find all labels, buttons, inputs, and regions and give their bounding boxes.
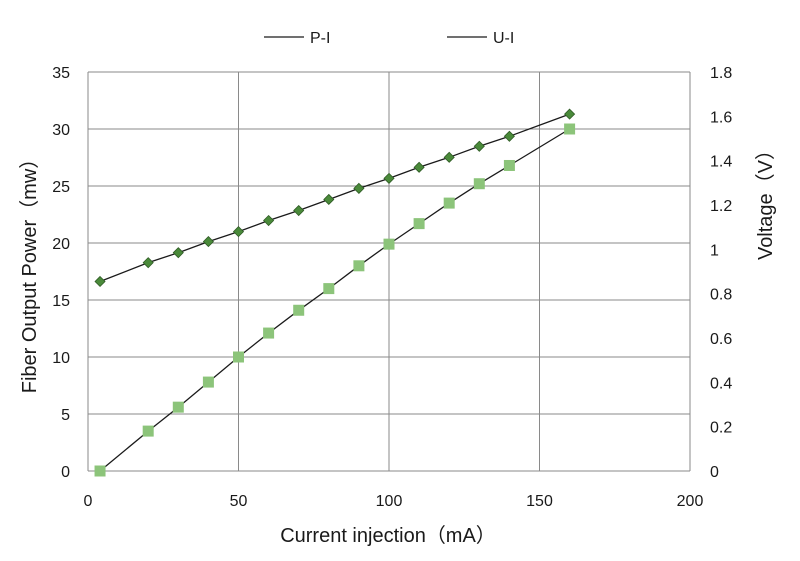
data-point-p-i bbox=[413, 218, 425, 230]
x-tick-label: 150 bbox=[526, 493, 553, 510]
y2-tick-label: 1.2 bbox=[710, 198, 732, 215]
y-tick-label: 0 bbox=[61, 464, 70, 481]
y2-axis-title: Voltage（V） bbox=[754, 140, 777, 260]
data-point-p-i bbox=[443, 197, 455, 209]
data-point-u-i bbox=[413, 161, 425, 173]
legend-layer: P-I U-I bbox=[264, 30, 514, 47]
x-axis-title: Current injection（mA） bbox=[280, 524, 496, 547]
data-point-u-i bbox=[94, 275, 106, 288]
x-tick-label: 100 bbox=[376, 493, 403, 510]
y2-tick-label: 1.8 bbox=[710, 65, 732, 82]
x-tick-label: 50 bbox=[230, 493, 248, 510]
y-tick-label: 5 bbox=[61, 407, 70, 424]
x-tick-label: 200 bbox=[677, 493, 704, 510]
y-tick-label: 10 bbox=[52, 350, 70, 367]
data-point-u-i bbox=[142, 257, 154, 269]
data-point-u-i bbox=[353, 182, 365, 194]
legend-label-u-i: U-I bbox=[493, 30, 514, 47]
y-axis-title: Fiber Output Power（mw） bbox=[18, 149, 41, 394]
data-point-p-i bbox=[473, 178, 485, 190]
axis-layer: 0 5 10 15 20 25 30 35 0 0.2 0.4 0.6 0.8 1 1.2 1.4 1.6 1.8… bbox=[52, 65, 732, 510]
data-point-p-i bbox=[383, 238, 395, 250]
legend-label-p-i: P-I bbox=[310, 30, 330, 47]
y-tick-label: 15 bbox=[52, 293, 70, 310]
data-point-u-i bbox=[263, 214, 275, 227]
y2-tick-label: 0.2 bbox=[710, 420, 732, 437]
data-point-p-i bbox=[94, 465, 106, 477]
data-point-p-i bbox=[353, 260, 365, 272]
data-point-u-i bbox=[172, 247, 184, 259]
data-point-u-i bbox=[323, 193, 335, 206]
y2-tick-label: 0.6 bbox=[710, 331, 732, 348]
y-tick-label: 30 bbox=[52, 122, 70, 139]
y2-tick-label: 1.4 bbox=[710, 154, 732, 171]
data-point-p-i bbox=[202, 376, 214, 388]
y2-tick-label: 0.8 bbox=[710, 287, 732, 304]
data-point-u-i bbox=[202, 236, 214, 248]
x-tick-label: 0 bbox=[84, 493, 93, 510]
y2-tick-label: 1.6 bbox=[710, 109, 732, 126]
y-tick-label: 35 bbox=[52, 65, 70, 82]
data-point-u-i bbox=[443, 151, 455, 163]
data-point-u-i bbox=[564, 108, 576, 120]
y2-tick-label: 1 bbox=[710, 242, 719, 259]
data-point-p-i bbox=[233, 351, 244, 363]
data-point-u-i bbox=[293, 204, 305, 217]
series-layer bbox=[94, 108, 576, 477]
data-point-u-i bbox=[232, 226, 245, 238]
data-point-p-i bbox=[564, 123, 576, 135]
data-point-u-i bbox=[503, 130, 515, 142]
data-point-u-i bbox=[473, 140, 485, 152]
data-point-p-i bbox=[142, 425, 154, 437]
data-point-u-i bbox=[383, 172, 395, 184]
data-point-p-i bbox=[293, 304, 305, 316]
y2-tick-label: 0 bbox=[710, 464, 719, 481]
data-point-p-i bbox=[172, 401, 184, 413]
data-point-p-i bbox=[503, 159, 515, 171]
y-tick-label: 20 bbox=[52, 236, 70, 253]
y-tick-label: 25 bbox=[52, 179, 70, 196]
y2-tick-label: 0.4 bbox=[710, 375, 732, 392]
data-point-p-i bbox=[263, 327, 275, 339]
data-point-p-i bbox=[323, 283, 335, 295]
